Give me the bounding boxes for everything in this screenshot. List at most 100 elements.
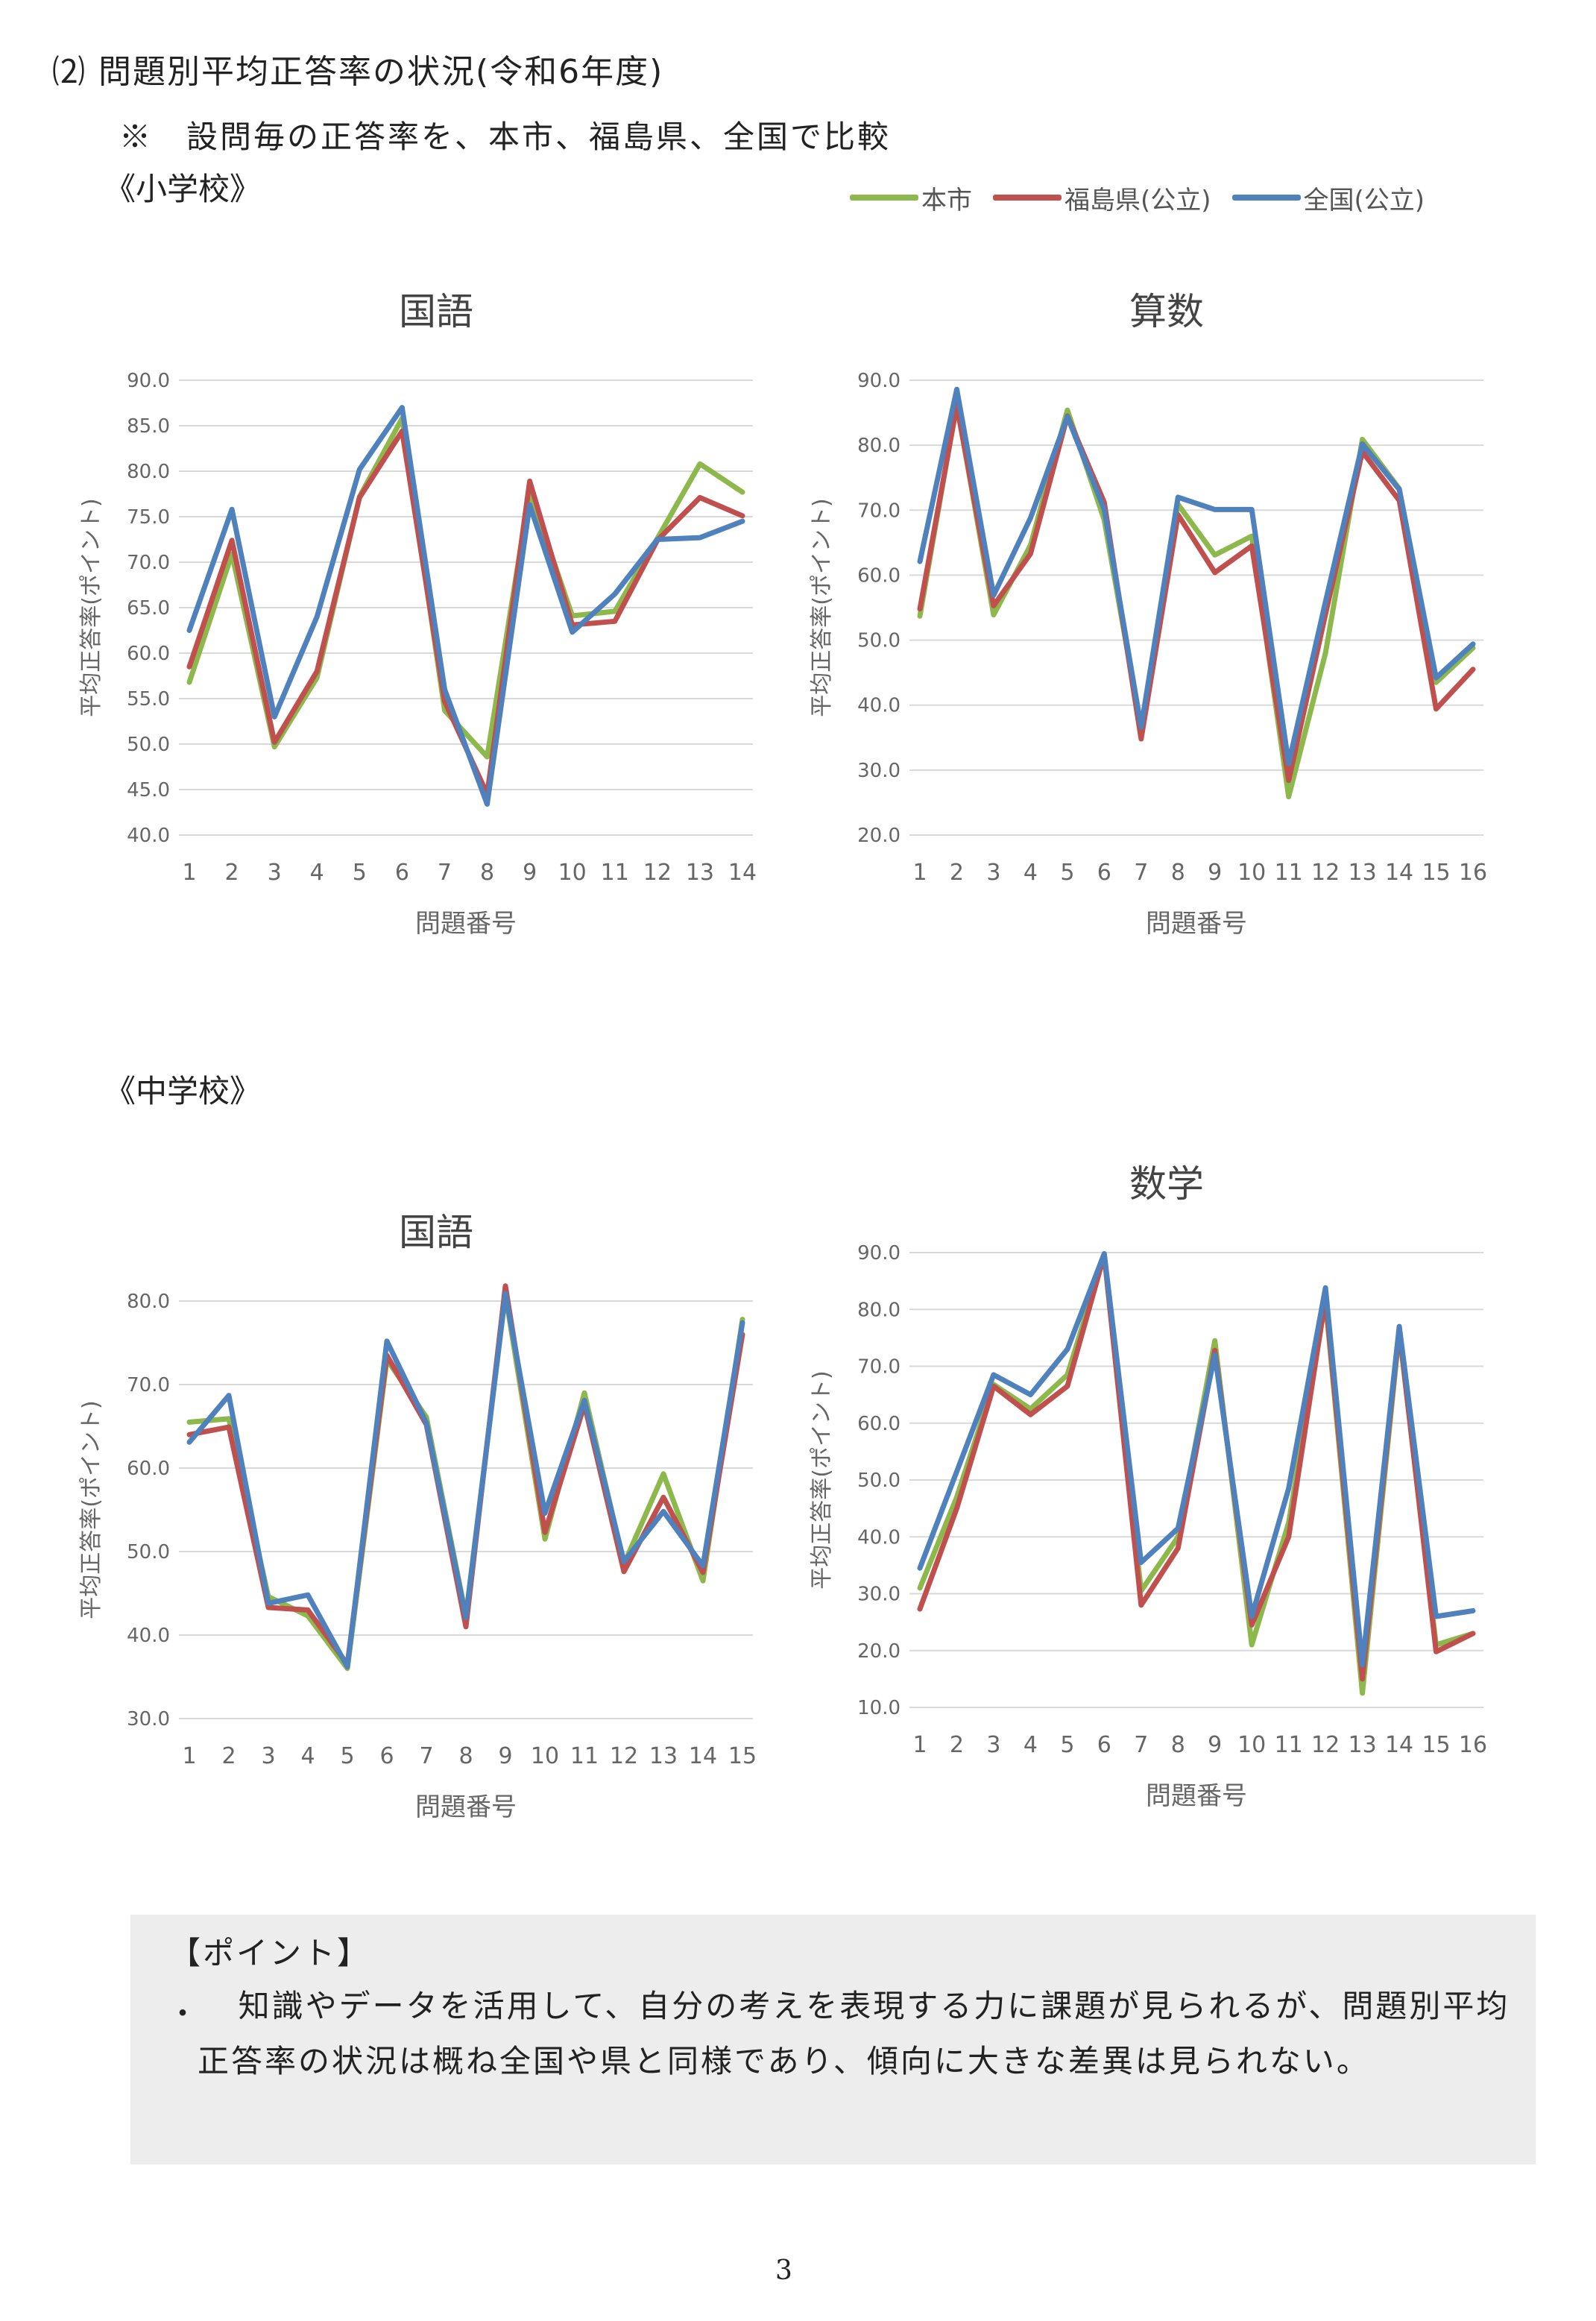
x-tick-label: 1: [912, 860, 927, 886]
x-tick-label: 9: [498, 1743, 512, 1769]
x-tick-label: 14: [728, 860, 757, 886]
x-tick-label: 3: [986, 1732, 1000, 1758]
x-tick-label: 5: [340, 1743, 354, 1769]
x-tick-label: 15: [1422, 860, 1450, 886]
comparison-note: ※ 設問毎の正答率を、本市、福島県、全国で比較: [119, 119, 892, 155]
x-tick-label: 9: [1208, 1732, 1222, 1758]
x-tick-label: 7: [1134, 1732, 1148, 1758]
y-tick-label: 60.0: [857, 564, 900, 587]
x-tick-label: 13: [1349, 860, 1377, 886]
x-tick-label: 3: [986, 860, 1000, 886]
x-tick-label: 4: [1023, 1732, 1038, 1758]
point-box: 【ポイント】 ・ 知識やデータを活用して、自分の考えを表現する力に課題が見られる…: [130, 1915, 1536, 2164]
legend-item-city: 本市: [850, 180, 972, 216]
series-line-0: [917, 1253, 1476, 1696]
chart-middle-japanese: 国語 30.0 40.0 50.0 60.0 70.0 80.0 1 2 3 4 5 6 7 8 9 10 11 1…: [78, 1152, 775, 1823]
x-tick-label: 8: [1171, 1732, 1185, 1758]
y-tick-label: 70.0: [857, 1356, 900, 1379]
x-tick-label: 6: [1097, 860, 1111, 886]
x-tick-label: 7: [419, 1743, 433, 1769]
x-tick-label: 2: [950, 860, 964, 886]
y-tick-label: 80.0: [127, 461, 170, 483]
x-tick-label: 4: [310, 860, 324, 886]
x-tick-label: 11: [570, 1743, 599, 1769]
x-tick-label: 12: [643, 860, 672, 886]
x-tick-label: 5: [1060, 860, 1074, 886]
y-tick-label: 30.0: [857, 760, 900, 782]
y-tick-label: 50.0: [857, 630, 900, 652]
x-tick-label: 8: [1171, 860, 1185, 886]
chart-middle-math-svg: 数学 10.0 20.0 30.0 40.0 50.0 60.0 70.0 80.0 90.0 1 2…: [809, 1162, 1487, 1811]
y-tick-label: 65.0: [127, 597, 170, 620]
x-tick-label: 12: [1311, 1732, 1340, 1758]
y-tick-label: 60.0: [857, 1413, 900, 1435]
point-title: 【ポイント】: [169, 1935, 371, 1971]
x-tick-label: 13: [649, 1743, 678, 1769]
chart-elementary-japanese-svg: 国語40.045.050.055.060.065.070.075.080.085…: [78, 290, 757, 939]
y-tick-label: 20.0: [857, 825, 900, 847]
series-line-2: [186, 405, 745, 807]
legend-label-city: 本市: [921, 185, 972, 215]
legend-label-national: 全国(公立): [1303, 185, 1425, 215]
x-tick-label: 1: [182, 860, 196, 886]
y-tick-label: 45.0: [127, 779, 170, 802]
x-axis-label: 問題番号: [415, 1792, 517, 1822]
x-axis-label: 問題番号: [1146, 909, 1247, 939]
x-tick-label: 15: [1422, 1732, 1450, 1758]
x-tick-label: 14: [1385, 1732, 1413, 1758]
series-line-2: [186, 1291, 745, 1670]
y-tick-label: 40.0: [857, 695, 900, 717]
y-tick-label: 30.0: [127, 1708, 170, 1730]
x-tick-label: 7: [1134, 860, 1148, 886]
y-tick-label: 50.0: [857, 1470, 900, 1492]
y-tick-label: 70.0: [127, 552, 170, 574]
x-tick-label: 9: [1208, 860, 1222, 886]
point-text: 知識やデータを活用して、自分の考えを表現する力に課題が見られるが、問題別平均正答…: [198, 1988, 1510, 2079]
y-tick-label: 40.0: [857, 1526, 900, 1549]
x-tick-label: 7: [438, 860, 452, 886]
x-tick-label: 6: [1097, 1732, 1111, 1758]
x-tick-label: 5: [353, 860, 367, 886]
x-tick-label: 10: [1237, 1732, 1266, 1758]
x-tick-label: 11: [601, 860, 629, 886]
x-tick-label: 8: [458, 1743, 473, 1769]
x-tick-label: 2: [225, 860, 239, 886]
y-tick-label: 55.0: [127, 688, 170, 711]
x-tick-label: 11: [1275, 860, 1303, 886]
series-line-0: [917, 400, 1476, 800]
y-tick-label: 90.0: [857, 370, 900, 392]
x-tick-label: 1: [182, 1743, 196, 1769]
y-tick-label: 50.0: [127, 734, 170, 756]
legend: 本市 福島県(公立) 全国(公立): [850, 179, 1445, 216]
series-line-2: [917, 386, 1476, 766]
y-tick-label: 50.0: [127, 1541, 170, 1563]
y-tick-label: 70.0: [127, 1374, 170, 1396]
x-tick-label: 4: [1023, 860, 1038, 886]
chart-title: 算数: [1129, 290, 1204, 333]
y-tick-label: 60.0: [127, 1458, 170, 1480]
y-axis-label: 平均正答率(ポイント): [78, 1400, 104, 1619]
x-tick-label: 9: [523, 860, 537, 886]
legend-swatch-prefecture: [993, 195, 1062, 201]
chart-elementary-math: 算数 20.0 30.0 40.0 50.0 60.0 70.0 80.0 90.0 1 2 3 4 5 6…: [809, 276, 1506, 947]
series-line-1: [917, 403, 1476, 784]
x-tick-label: 13: [686, 860, 714, 886]
chart-title: 国語: [399, 290, 473, 333]
y-tick-label: 60.0: [127, 643, 170, 665]
x-axis-label: 問題番号: [415, 909, 517, 939]
x-tick-label: 1: [912, 1732, 927, 1758]
x-tick-label: 2: [221, 1743, 236, 1769]
x-tick-label: 8: [480, 860, 494, 886]
x-tick-label: 13: [1349, 1732, 1377, 1758]
x-tick-label: 12: [610, 1743, 638, 1769]
y-axis-label: 平均正答率(ポイント): [809, 1370, 835, 1589]
y-tick-label: 75.0: [127, 506, 170, 529]
y-tick-label: 90.0: [857, 1242, 900, 1265]
chart-middle-math: 数学 10.0 20.0 30.0 40.0 50.0 60.0 70.0 80.0 90.0 1 2…: [809, 1144, 1506, 1815]
x-tick-label: 14: [1385, 860, 1413, 886]
x-tick-label: 3: [268, 860, 282, 886]
x-tick-label: 10: [531, 1743, 559, 1769]
elementary-label: 《小学校》: [104, 171, 262, 207]
x-tick-label: 11: [1275, 1732, 1303, 1758]
